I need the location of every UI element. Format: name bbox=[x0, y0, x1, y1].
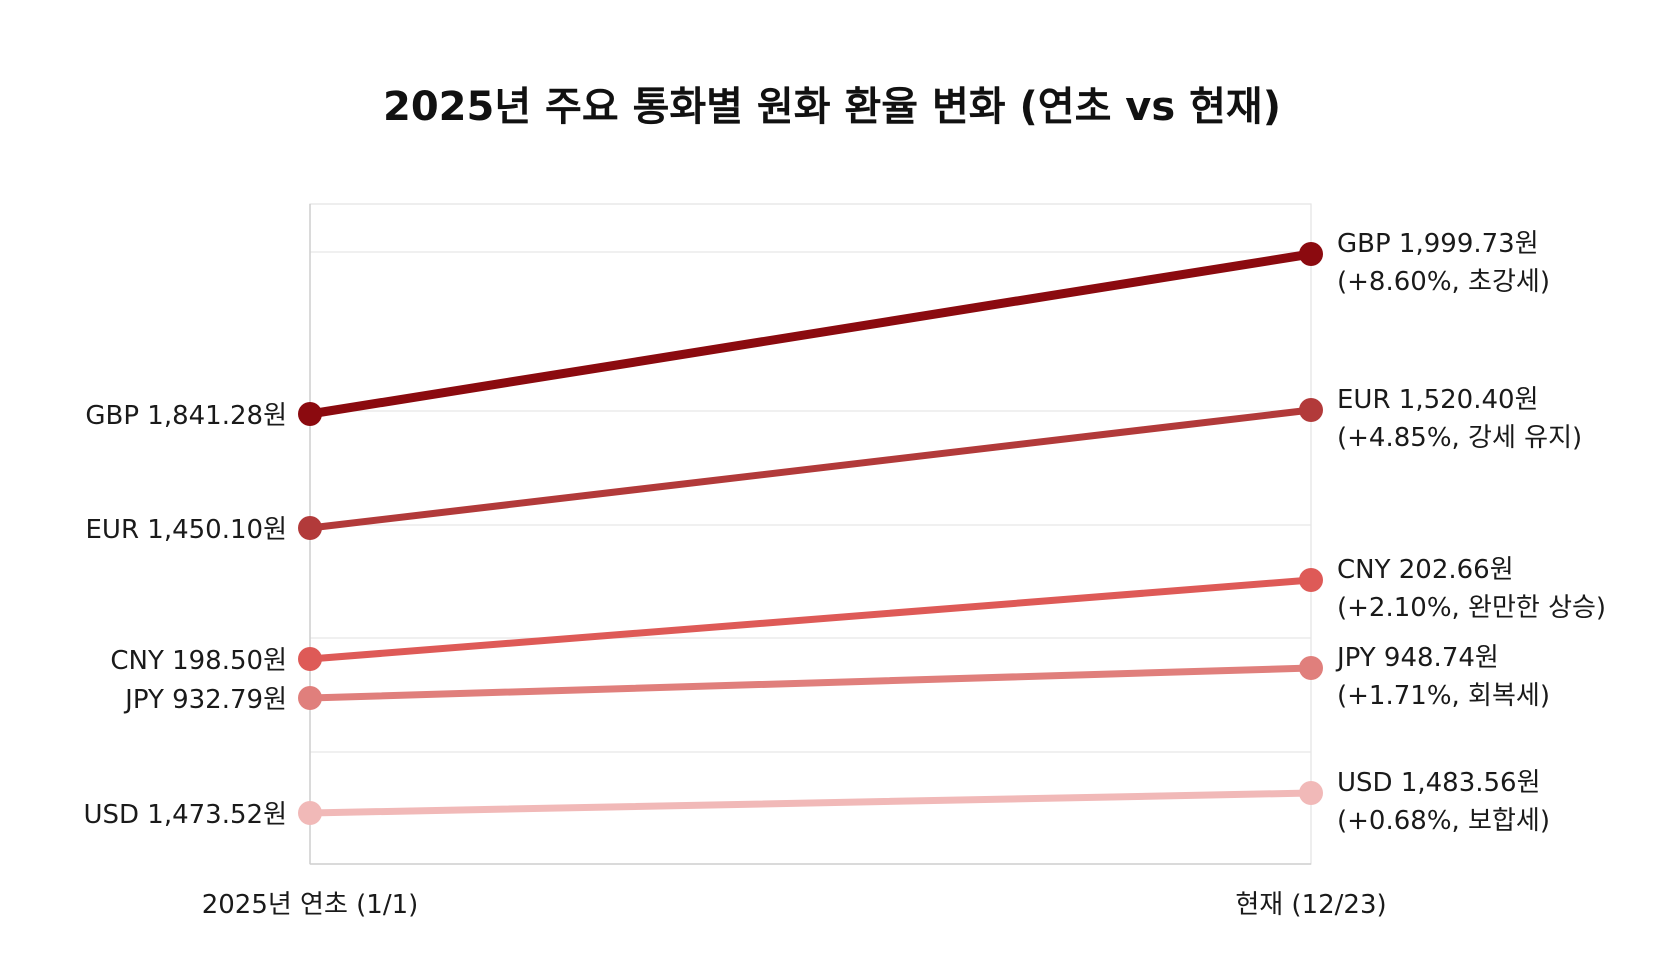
series-line-jpy bbox=[306, 664, 1315, 702]
end-note-cny: (+2.10%, 완만한 상승) bbox=[1337, 593, 1606, 623]
series-lines bbox=[305, 249, 1316, 817]
end-label-eur: EUR 1,520.40원 bbox=[1337, 385, 1539, 415]
series-line-cny bbox=[306, 576, 1315, 663]
start-label-cny: CNY 198.50원 bbox=[110, 646, 287, 676]
end-note-gbp: (+8.60%, 초강세) bbox=[1337, 267, 1550, 297]
start-label-jpy: JPY 932.79원 bbox=[123, 685, 287, 715]
series-line-usd bbox=[306, 789, 1315, 817]
grid-layer bbox=[309, 203, 1312, 865]
point-eur-start bbox=[298, 516, 322, 540]
end-note-eur: (+4.85%, 강세 유지) bbox=[1337, 423, 1582, 453]
plot-frame bbox=[309, 203, 1312, 865]
point-usd-end bbox=[1299, 781, 1323, 805]
end-note-usd: (+0.68%, 보합세) bbox=[1337, 806, 1550, 836]
end-note-jpy: (+1.71%, 회복세) bbox=[1337, 681, 1550, 711]
start-label-gbp: GBP 1,841.28원 bbox=[85, 401, 287, 431]
point-usd-start bbox=[298, 801, 322, 825]
x-tick-label-1: 2025년 연초 (1/1) bbox=[202, 890, 419, 920]
series-points bbox=[298, 242, 1323, 825]
series-line-eur bbox=[306, 406, 1315, 532]
series-line-gbp bbox=[305, 249, 1316, 419]
point-gbp-start bbox=[298, 402, 322, 426]
series-labels: GBP 1,841.28원 GBP 1,999.73원 (+8.60%, 초강세) E… bbox=[83, 229, 1606, 836]
end-label-jpy: JPY 948.74원 bbox=[1335, 643, 1499, 673]
x-axis: 2025년 연초 (1/1) 현재 (12/23) bbox=[202, 890, 1387, 920]
chart-title: 2025년 주요 통화별 원화 환율 변화 (연초 vs 현재) bbox=[383, 84, 1281, 130]
point-cny-end bbox=[1299, 568, 1323, 592]
x-tick-label-2: 현재 (12/23) bbox=[1235, 890, 1386, 920]
end-label-gbp: GBP 1,999.73원 bbox=[1337, 229, 1539, 259]
start-label-eur: EUR 1,450.10원 bbox=[86, 515, 288, 545]
point-jpy-end bbox=[1299, 656, 1323, 680]
point-cny-start bbox=[298, 647, 322, 671]
end-label-usd: USD 1,483.56원 bbox=[1337, 768, 1541, 798]
start-label-usd: USD 1,473.52원 bbox=[83, 800, 287, 830]
point-gbp-end bbox=[1299, 242, 1323, 266]
point-jpy-start bbox=[298, 686, 322, 710]
point-eur-end bbox=[1299, 398, 1323, 422]
end-label-cny: CNY 202.66원 bbox=[1337, 555, 1514, 585]
